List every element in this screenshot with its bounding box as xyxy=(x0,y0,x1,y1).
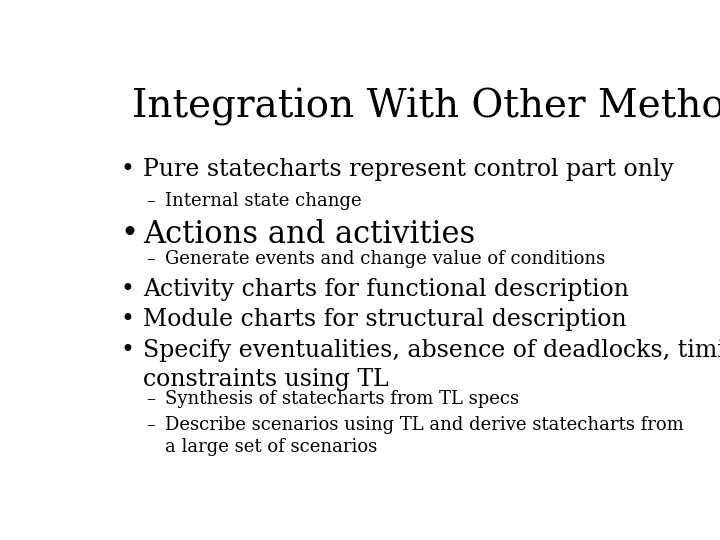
Text: •: • xyxy=(121,339,135,362)
Text: Synthesis of statecharts from TL specs: Synthesis of statecharts from TL specs xyxy=(166,390,519,408)
Text: •: • xyxy=(121,278,135,301)
Text: •: • xyxy=(121,308,135,331)
Text: Describe scenarios using TL and derive statecharts from
a large set of scenarios: Describe scenarios using TL and derive s… xyxy=(166,416,684,456)
Text: Activity charts for functional description: Activity charts for functional descripti… xyxy=(143,278,629,301)
Text: Pure statecharts represent control part only: Pure statecharts represent control part … xyxy=(143,158,674,181)
Text: •: • xyxy=(121,219,139,249)
Text: –: – xyxy=(145,250,155,268)
Text: Internal state change: Internal state change xyxy=(166,192,362,210)
Text: Generate events and change value of conditions: Generate events and change value of cond… xyxy=(166,250,606,268)
Text: Module charts for structural description: Module charts for structural description xyxy=(143,308,626,331)
Text: Specify eventualities, absence of deadlocks, timing
constraints using TL: Specify eventualities, absence of deadlo… xyxy=(143,339,720,390)
Text: •: • xyxy=(121,158,135,181)
Text: –: – xyxy=(145,192,155,210)
Text: –: – xyxy=(145,416,155,434)
Text: Actions and activities: Actions and activities xyxy=(143,219,475,249)
Text: Integration With Other Methods: Integration With Other Methods xyxy=(132,87,720,126)
Text: –: – xyxy=(145,390,155,408)
